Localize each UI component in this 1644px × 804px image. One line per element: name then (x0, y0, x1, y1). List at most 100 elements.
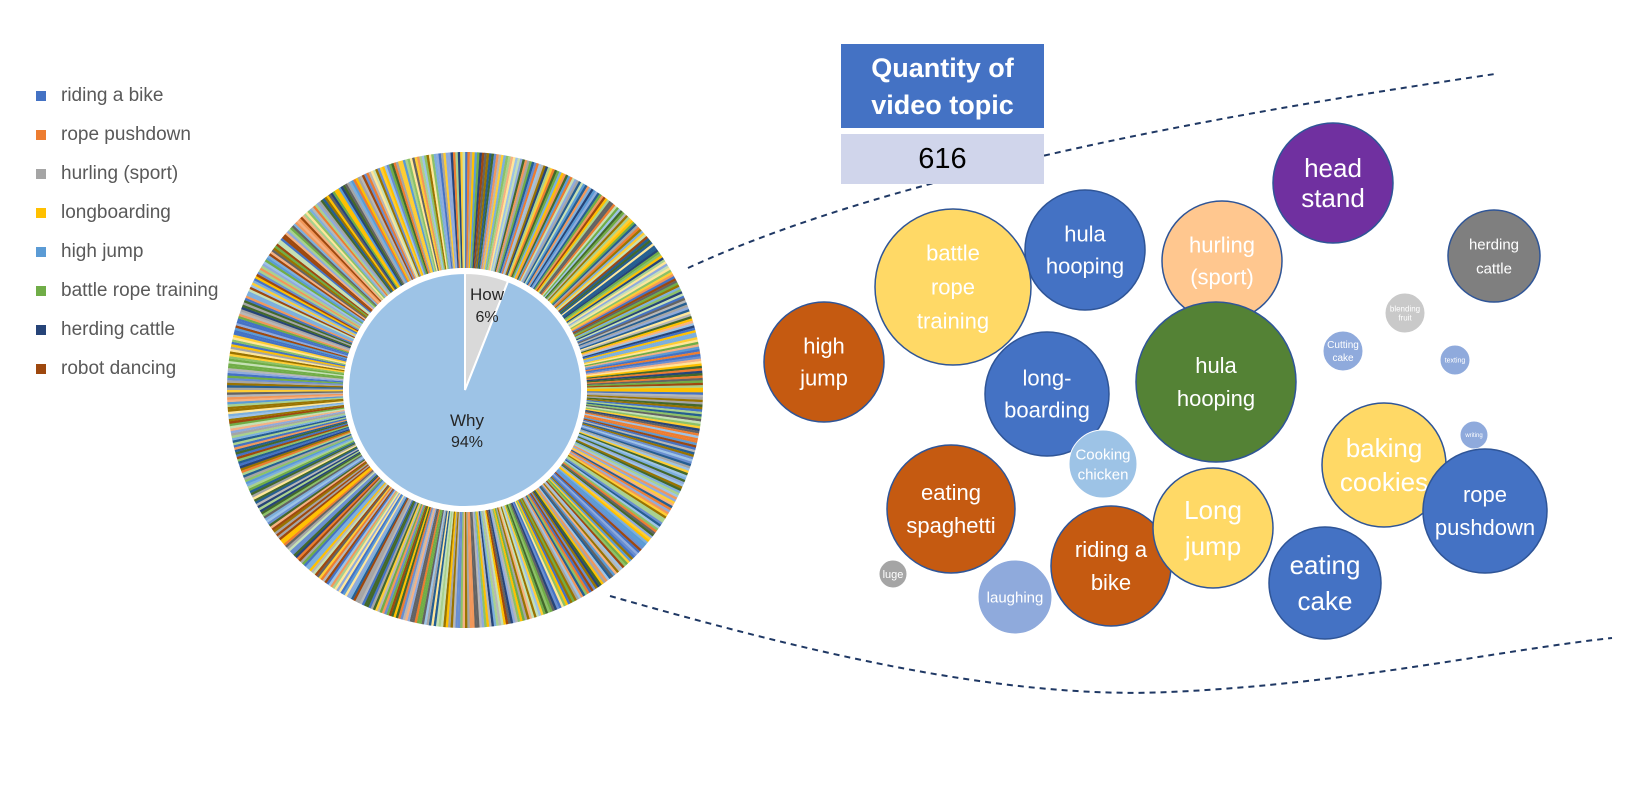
outer-ring-wedge (580, 427, 692, 467)
outer-ring-wedge (359, 499, 413, 605)
bubble (1068, 429, 1138, 499)
outer-ring-wedge (498, 507, 533, 620)
legend-swatch (36, 246, 46, 257)
bubble (977, 559, 1053, 635)
outer-ring-wedge (579, 431, 689, 474)
legend-item: robot dancing (36, 349, 218, 388)
outer-ring-wedge (535, 489, 604, 585)
outer-ring-wedge (462, 152, 466, 269)
outer-ring-wedge (492, 157, 521, 272)
outer-ring-wedge (241, 306, 351, 349)
outer-ring-wedge (558, 237, 650, 314)
outer-ring-wedge (567, 454, 667, 519)
outer-ring-wedge (379, 166, 423, 277)
outer-ring-wedge (582, 423, 695, 458)
outer-ring-wedge (572, 278, 677, 334)
outer-ring-wedge (438, 511, 453, 627)
outer-ring-wedge (484, 155, 507, 270)
outer-ring-wedge (324, 196, 394, 292)
legend-swatch (36, 363, 46, 374)
outer-ring-wedge (583, 418, 697, 448)
outer-ring-wedge (586, 398, 703, 410)
outer-ring-wedge (263, 261, 363, 326)
outer-ring-wedge (586, 396, 703, 405)
outer-ring-wedge (575, 291, 683, 341)
outer-ring-wedge (320, 486, 392, 581)
outer-ring-wedge (579, 309, 690, 350)
outer-ring-wedge (495, 507, 528, 621)
outer-ring-wedge (530, 491, 596, 591)
bubble-label: cookies (1340, 467, 1428, 497)
outer-ring-wedge (584, 414, 699, 441)
outer-ring-wedge (566, 455, 666, 521)
outer-ring-wedge (563, 461, 659, 531)
outer-ring-wedge (227, 396, 344, 405)
outer-ring-wedge (353, 178, 409, 283)
outer-ring-wedge (585, 356, 701, 374)
outer-ring-wedge (541, 483, 618, 575)
outer-ring-wedge (564, 460, 660, 529)
outer-ring-wedge (295, 221, 379, 305)
bubble-label: (sport) (1190, 265, 1254, 290)
outer-ring-wedge (585, 348, 700, 371)
inner-ring-percent: 6% (475, 309, 498, 326)
outer-ring-wedge (258, 450, 360, 511)
outer-ring-wedge (274, 245, 369, 317)
outer-ring-wedge (521, 178, 578, 283)
outer-ring-wedge (254, 275, 358, 333)
outer-ring-wedge (227, 398, 344, 410)
outer-ring-wedge (288, 471, 376, 552)
outer-ring-wedge (372, 169, 419, 278)
outer-ring-wedge (316, 485, 390, 578)
outer-ring-wedge (565, 458, 663, 525)
outer-ring-wedge (572, 447, 676, 505)
outer-ring-wedge (370, 170, 418, 279)
bubble (878, 559, 908, 589)
outer-ring-wedge (301, 478, 383, 566)
outer-ring-wedge (516, 174, 569, 281)
outer-ring-wedge (395, 506, 431, 619)
outer-ring-wedge (514, 500, 564, 608)
outer-ring-wedge (583, 332, 697, 362)
outer-ring-wedge (308, 482, 387, 572)
outer-ring-wedge (561, 243, 655, 316)
outer-ring-wedge (322, 487, 393, 582)
outer-ring-wedge (553, 226, 641, 308)
outer-ring-wedge (478, 511, 495, 627)
outer-ring-wedge (501, 505, 540, 618)
outer-ring-wedge (228, 403, 344, 420)
outer-ring-wedge (242, 302, 352, 347)
outer-ring-wedge (229, 408, 345, 429)
bubble-label: hooping (1046, 254, 1124, 279)
outer-ring-wedge (234, 419, 347, 451)
outer-ring-wedge (234, 329, 347, 361)
outer-ring-wedge (240, 430, 351, 471)
outer-ring-wedge (227, 387, 344, 390)
outer-ring-wedge (550, 220, 634, 304)
outer-ring-wedge (486, 155, 509, 271)
outer-ring-wedge (258, 269, 360, 330)
outer-ring-wedge (268, 458, 366, 527)
outer-ring-wedge (530, 189, 596, 289)
outer-ring-wedge (586, 387, 703, 391)
outer-ring-wedge (580, 313, 692, 353)
outer-ring-wedge (227, 370, 344, 382)
outer-ring-wedge (433, 153, 451, 270)
outer-ring-wedge (227, 399, 344, 412)
outer-ring-wedge (445, 152, 457, 269)
outer-ring-wedge (237, 426, 350, 465)
outer-ring-wedge (336, 188, 401, 288)
outer-ring-wedge (277, 465, 370, 539)
outer-ring-wedge (581, 424, 694, 460)
outer-ring-wedge (471, 152, 480, 269)
outer-ring-wedge (407, 158, 437, 272)
bubble (1272, 122, 1394, 244)
outer-ring-wedge (575, 440, 682, 492)
outer-ring-wedge (303, 479, 384, 567)
outer-ring-wedge (418, 509, 443, 624)
outer-ring-wedge (548, 478, 630, 564)
outer-ring-wedge (227, 392, 344, 398)
outer-ring-wedge (586, 393, 703, 400)
bubble-label: hurling (1189, 233, 1255, 258)
outer-ring-wedge (365, 500, 416, 608)
